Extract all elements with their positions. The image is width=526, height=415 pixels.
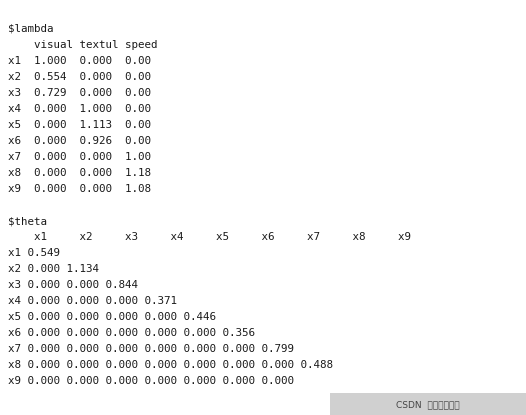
Text: $theta: $theta	[8, 216, 47, 226]
Text: x6  0.000  0.926  0.00: x6 0.000 0.926 0.00	[8, 136, 151, 146]
Text: x2  0.554  0.000  0.00: x2 0.554 0.000 0.00	[8, 72, 151, 82]
Text: x7  0.000  0.000  1.00: x7 0.000 0.000 1.00	[8, 152, 151, 162]
Text: x7 0.000 0.000 0.000 0.000 0.000 0.000 0.799: x7 0.000 0.000 0.000 0.000 0.000 0.000 0…	[8, 344, 294, 354]
Text: x4 0.000 0.000 0.000 0.371: x4 0.000 0.000 0.000 0.371	[8, 296, 177, 306]
Text: x5  0.000  1.113  0.00: x5 0.000 1.113 0.00	[8, 120, 151, 130]
Text: CSDN  程序员研究院: CSDN 程序员研究院	[396, 400, 460, 410]
Text: x9  0.000  0.000  1.08: x9 0.000 0.000 1.08	[8, 184, 151, 194]
Text: x5 0.000 0.000 0.000 0.000 0.446: x5 0.000 0.000 0.000 0.000 0.446	[8, 312, 216, 322]
Text: x9 0.000 0.000 0.000 0.000 0.000 0.000 0.000: x9 0.000 0.000 0.000 0.000 0.000 0.000 0…	[8, 376, 294, 386]
Text: x1  1.000  0.000  0.00: x1 1.000 0.000 0.00	[8, 56, 151, 66]
Text: visual textul speed: visual textul speed	[8, 40, 157, 50]
Text: x4  0.000  1.000  0.00: x4 0.000 1.000 0.00	[8, 104, 151, 114]
FancyBboxPatch shape	[330, 393, 526, 415]
Text: x8 0.000 0.000 0.000 0.000 0.000 0.000 0.000 0.488: x8 0.000 0.000 0.000 0.000 0.000 0.000 0…	[8, 360, 333, 370]
Text: $lambda: $lambda	[8, 24, 54, 34]
Text: x6 0.000 0.000 0.000 0.000 0.000 0.356: x6 0.000 0.000 0.000 0.000 0.000 0.356	[8, 328, 255, 338]
Text: x1 0.549: x1 0.549	[8, 248, 60, 258]
Text: x3 0.000 0.000 0.844: x3 0.000 0.000 0.844	[8, 280, 138, 290]
Text: x2 0.000 1.134: x2 0.000 1.134	[8, 264, 99, 274]
Text: x3  0.729  0.000  0.00: x3 0.729 0.000 0.00	[8, 88, 151, 98]
Text: x1     x2     x3     x4     x5     x6     x7     x8     x9: x1 x2 x3 x4 x5 x6 x7 x8 x9	[8, 232, 411, 242]
Text: x8  0.000  0.000  1.18: x8 0.000 0.000 1.18	[8, 168, 151, 178]
